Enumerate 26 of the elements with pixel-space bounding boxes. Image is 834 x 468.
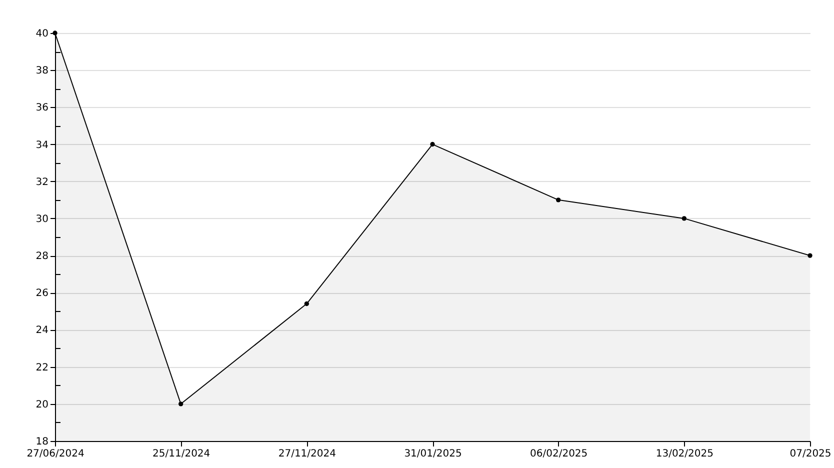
x-tick-label: 31/01/2025	[404, 448, 462, 460]
y-tick-label: 24	[36, 325, 48, 336]
point	[304, 301, 310, 306]
y-tick-label: 22	[36, 362, 48, 374]
y-tick-label: 18	[36, 436, 48, 448]
x-tick-label: 27/06/2024	[26, 448, 84, 460]
y-tick-label: 40	[36, 28, 48, 40]
y-tick-label: 20	[36, 399, 48, 410]
point	[808, 253, 812, 258]
point	[682, 216, 687, 221]
y-tick-label: 28	[36, 251, 48, 262]
x-tick-label: 25/11/2024	[152, 448, 210, 460]
y-tick-label: 38	[36, 66, 48, 77]
y-tick-label: 36	[36, 102, 48, 114]
point	[556, 198, 561, 202]
point	[430, 142, 435, 147]
point	[178, 402, 184, 406]
y-tick-label: 30	[36, 214, 48, 225]
y-tick-label: 26	[36, 288, 48, 300]
x-tick-label: 07/2025	[790, 448, 832, 460]
point	[52, 30, 58, 36]
y-tick-label: 32	[36, 176, 48, 188]
x-tick-label: 06/02/2025	[530, 448, 588, 460]
y-tick-label: 34	[36, 140, 48, 151]
x-tick-label: 27/11/2024	[278, 448, 336, 460]
x-tick-label: 13/02/2025	[656, 448, 714, 460]
